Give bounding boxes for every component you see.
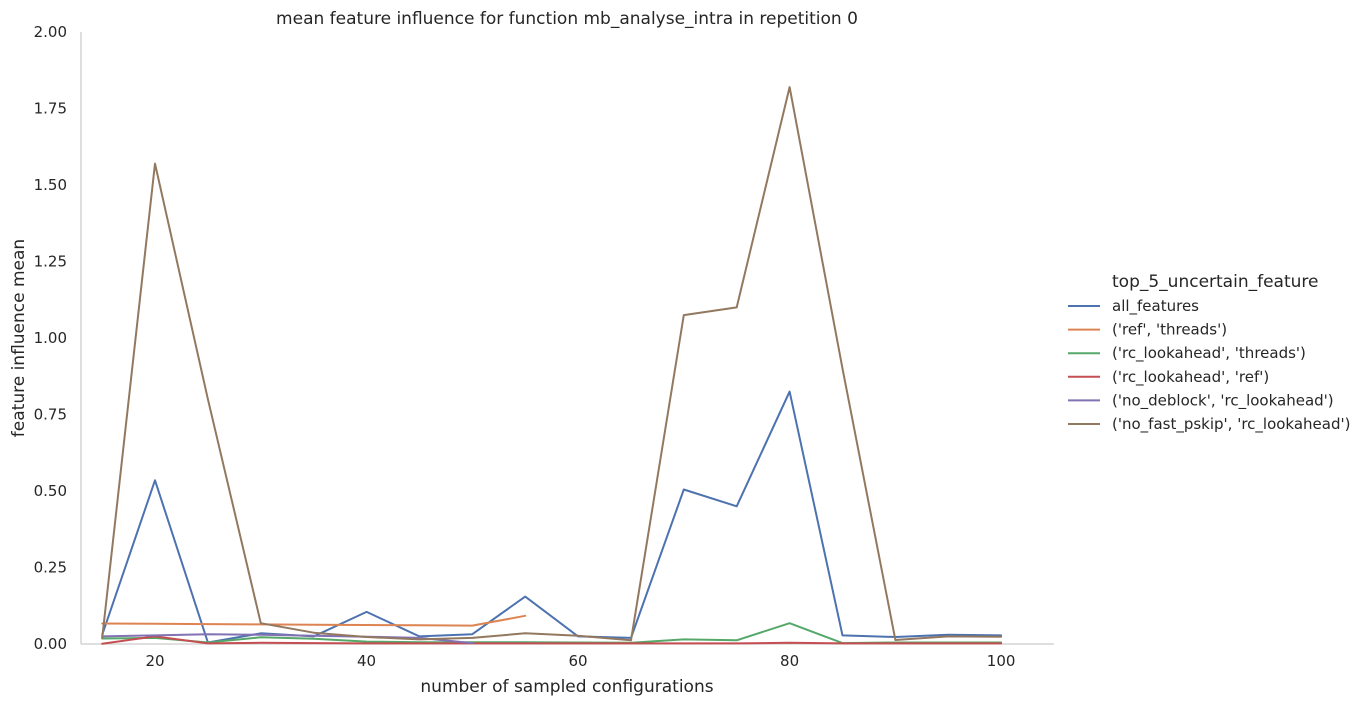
legend-label-3: ('rc_lookahead', 'ref') [1112, 368, 1269, 387]
y-tick-label: 0.75 [34, 406, 67, 424]
y-axis: 0.00 0.25 0.50 0.75 1.00 1.25 1.50 1.75 2.00 [34, 23, 82, 653]
y-tick-label: 2.00 [34, 23, 67, 41]
series-line-0 [101, 390, 1003, 644]
chart-title: mean feature influence for function mb_a… [276, 9, 858, 29]
legend-label-5: ('no_fast_pskip', 'rc_lookahead') [1112, 415, 1350, 434]
y-axis-label: feature influence mean [9, 239, 29, 437]
x-axis-label: number of sampled configurations [420, 677, 713, 697]
y-tick-label: 1.00 [34, 329, 67, 347]
series-line-3 [101, 635, 1003, 645]
legend: top_5_uncertain_feature all_features ('re… [1068, 272, 1350, 434]
y-tick-label: 1.75 [34, 100, 67, 118]
y-tick-label: 0.50 [34, 482, 67, 500]
series-line-4 [101, 633, 474, 645]
x-axis: 20 40 60 80 100 [81, 643, 1054, 670]
legend-items: all_features ('ref', 'threads') ('rc_looka… [1068, 297, 1350, 434]
x-tick-label: 100 [987, 652, 1016, 670]
y-tick-label: 0.25 [34, 559, 67, 577]
y-tick-label: 1.50 [34, 176, 67, 194]
legend-label-0: all_features [1112, 297, 1199, 316]
x-tick-label: 20 [145, 652, 164, 670]
series-line-5 [101, 86, 1003, 642]
legend-label-2: ('rc_lookahead', 'threads') [1112, 344, 1306, 363]
legend-label-4: ('no_deblock', 'rc_lookahead') [1112, 391, 1334, 410]
series-lines [101, 86, 1003, 645]
y-tick-label: 0.00 [34, 635, 67, 653]
y-tick-label: 1.25 [34, 253, 67, 271]
legend-title: top_5_uncertain_feature [1112, 272, 1318, 292]
x-tick-label: 80 [780, 652, 799, 670]
series-line-1 [101, 614, 527, 627]
series-line-2 [101, 622, 1003, 645]
legend-label-1: ('ref', 'threads') [1112, 321, 1227, 339]
x-tick-label: 40 [357, 652, 376, 670]
x-tick-label: 60 [569, 652, 588, 670]
